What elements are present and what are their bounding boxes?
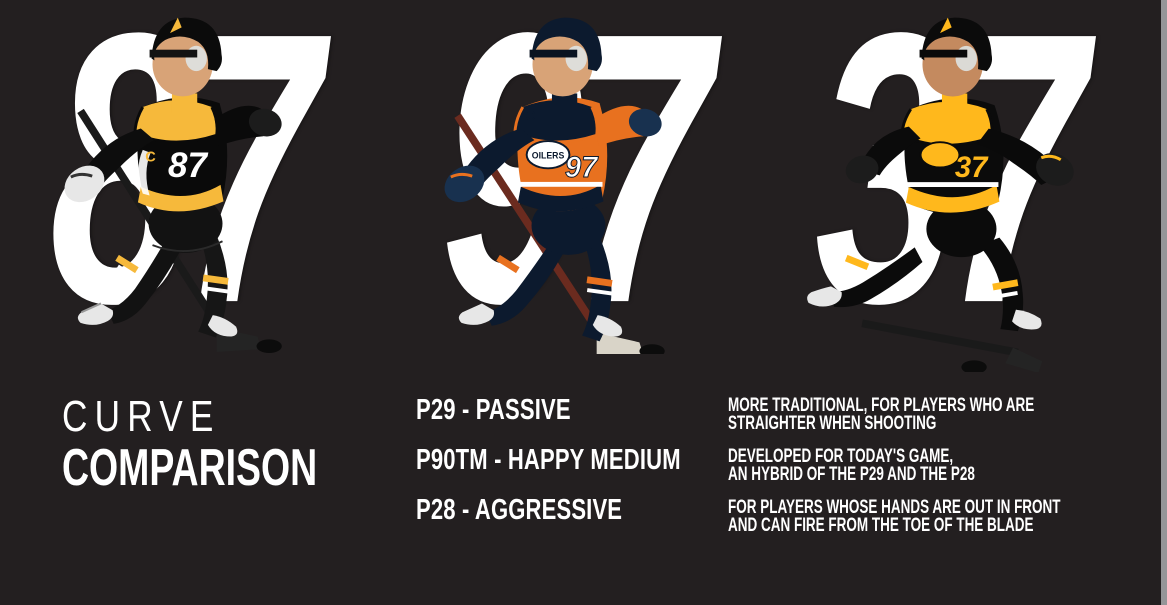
svg-text:87: 87 <box>168 146 208 185</box>
svg-text:C: C <box>145 150 156 166</box>
svg-text:37: 37 <box>955 152 989 184</box>
svg-text:97: 97 <box>565 152 599 184</box>
svg-text:OILERS: OILERS <box>532 151 565 161</box>
svg-text:C: C <box>526 109 536 124</box>
